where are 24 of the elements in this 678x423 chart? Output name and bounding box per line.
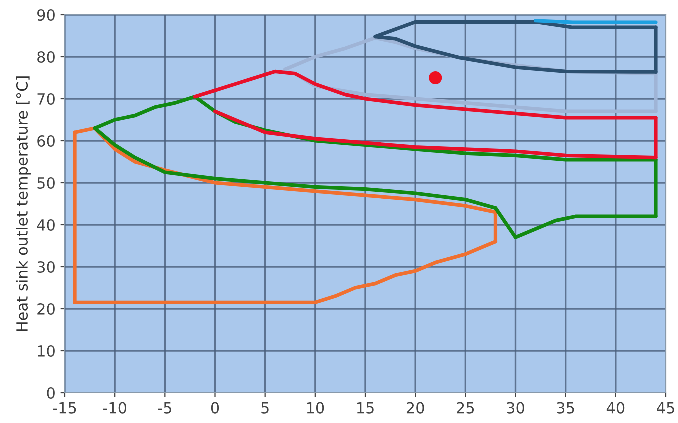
y-axis-title: Heat sink outlet temperature [°C] <box>16 76 31 332</box>
x-tick-label: -10 <box>103 402 127 414</box>
x-tick-label: 20 <box>406 402 424 414</box>
x-tick-label: 40 <box>606 402 625 414</box>
y-tick-label: 50 <box>38 177 55 190</box>
x-tick-label: 25 <box>457 402 474 414</box>
y-tick-label: 30 <box>38 261 55 274</box>
x-tick-label: 15 <box>357 402 374 414</box>
y-tick-label: 70 <box>38 93 55 106</box>
y-tick-label: 10 <box>38 345 55 358</box>
y-tick-label: 60 <box>38 135 55 148</box>
x-tick-label: 30 <box>507 402 524 414</box>
y-tick-label: 20 <box>38 303 55 316</box>
y-tick-label: 90 <box>37 9 55 22</box>
x-tick-label: 10 <box>307 402 324 414</box>
y-tick-label: 0 <box>47 387 55 400</box>
x-tick-label: 35 <box>557 402 574 414</box>
x-tick-label: 0 <box>211 402 220 414</box>
x-tick-label: 5 <box>262 402 269 414</box>
x-tick-label: -15 <box>53 402 76 414</box>
y-tick-label: 80 <box>38 51 55 64</box>
x-tick-label: -5 <box>158 402 172 414</box>
y-tick-label: 40 <box>37 219 55 232</box>
x-tick-label: 45 <box>657 402 674 414</box>
